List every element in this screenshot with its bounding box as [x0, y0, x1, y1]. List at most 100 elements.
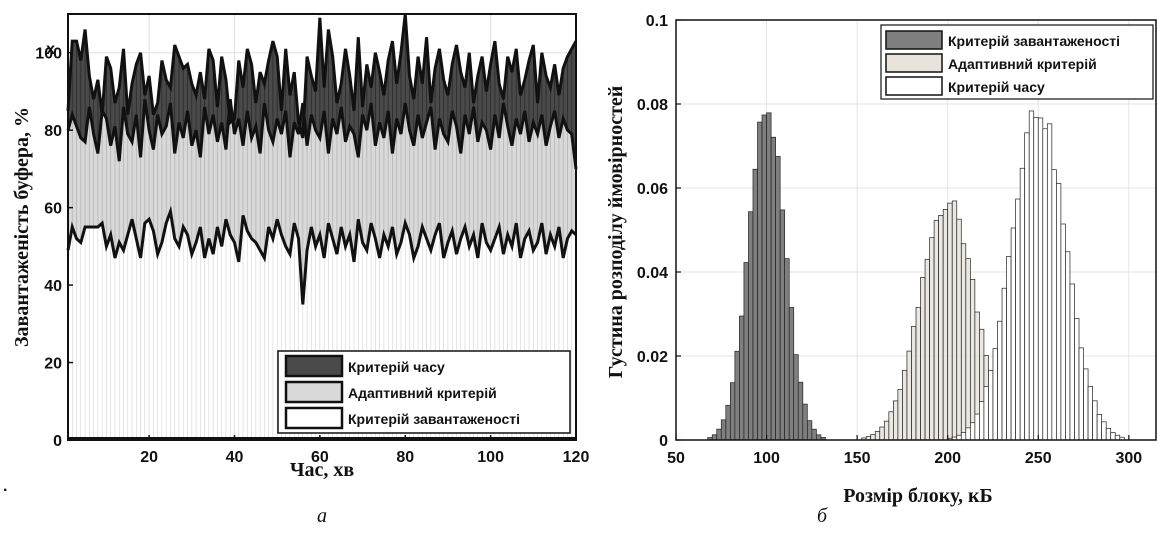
panel-label-a: а [317, 505, 327, 527]
y-tick-label: 0.08 [637, 97, 668, 114]
line-time-upper [66, 13, 578, 139]
histogram-bar [766, 112, 772, 441]
x-tick-label: 200 [934, 450, 961, 467]
histogram-bar [911, 326, 917, 441]
histogram-bar [951, 200, 958, 441]
chart-a-legend: Критерій часу Адаптивний критерій Критер… [277, 350, 571, 434]
histogram-bar [1087, 385, 1093, 441]
y-tick-label: 0.04 [637, 265, 668, 282]
histogram-bar [960, 432, 967, 441]
x-tick-label: 150 [844, 450, 871, 467]
histogram-bar [775, 156, 781, 441]
histogram-bar [942, 209, 949, 441]
histogram-bar [729, 382, 736, 441]
chart-a-legend-label-adaptive: Адаптивний критерій [348, 385, 497, 401]
y-tick-label: 20 [44, 356, 62, 373]
histogram-bar [902, 369, 908, 441]
histogram-bar [1042, 128, 1048, 441]
histogram-bar [1083, 368, 1089, 441]
chart-a-x-axis-label: Час, хв [290, 459, 355, 481]
chart-b-legend-label-adaptive: Адаптивний критерій [948, 56, 1097, 72]
histogram-bar [992, 348, 998, 441]
chart-b-legend: Критерій завантаженості Адаптивний крите… [880, 24, 1154, 100]
chart-b-y-axis-label: Густина розподілу ймовірностей [605, 86, 627, 379]
y-tick-label: 0 [659, 433, 668, 450]
series-0 [707, 112, 826, 441]
histogram-bar [1105, 427, 1112, 441]
x-tick-label: 120 [563, 449, 590, 466]
histogram-bar [711, 434, 718, 441]
histogram-bar [988, 369, 994, 441]
chart-b: 50 100 150 200 250 300 0 0.02 0.04 0.06 0.08 0.1 Ро… [605, 13, 1157, 527]
histogram-bar [938, 215, 944, 441]
histogram-bar [983, 386, 989, 441]
x-tick-label: 50 [667, 450, 685, 467]
legend-swatch-time [284, 354, 344, 378]
histogram-bar [1037, 117, 1044, 441]
x-tick-label: 250 [1025, 450, 1052, 467]
chart-a-legend-label-load: Критерій завантаженості [348, 411, 520, 427]
histogram-bar [788, 307, 795, 441]
area-adaptive [68, 99, 576, 305]
stray-mark: . [3, 478, 7, 495]
histogram-bar [1060, 223, 1066, 441]
histogram-bar [965, 427, 971, 441]
histogram-bar [960, 243, 967, 441]
histogram-bar [1015, 198, 1021, 441]
histogram-bar [716, 428, 722, 441]
histogram-bar [906, 350, 912, 441]
histogram-bar [797, 381, 804, 441]
histogram-bar [757, 121, 763, 441]
histogram-bar [947, 202, 953, 441]
chart-b-bars [707, 110, 1125, 441]
histogram-bar [793, 354, 799, 441]
histogram-bar [1101, 421, 1107, 441]
histogram-bar [969, 422, 976, 441]
legend-swatch-adaptive-b [885, 53, 943, 73]
histogram-bar [883, 420, 890, 441]
legend-swatch-load-b [885, 30, 943, 50]
histogram-bar [1092, 400, 1098, 441]
histogram-bar [1028, 110, 1035, 441]
histogram-bar [734, 350, 740, 441]
histogram-bar [802, 403, 808, 441]
histogram-bar [1046, 123, 1053, 441]
line-load-upper [66, 205, 578, 305]
series-2 [947, 110, 1125, 441]
x-tick-label: 100 [753, 450, 780, 467]
histogram-bar [1110, 432, 1116, 441]
chart-b-legend-label-time: Критерій часу [948, 79, 1045, 95]
chart-b-ticks: 50 100 150 200 250 300 0 0.02 0.04 0.06 0.08 0.1 [637, 13, 1142, 467]
histogram-bar [1069, 283, 1075, 441]
y-tick-label: 100 [35, 46, 62, 63]
legend-swatch-load [284, 406, 344, 430]
x-tick-label: 300 [1115, 450, 1142, 467]
histogram-bar [743, 262, 749, 441]
histogram-bar [920, 277, 926, 441]
chart-a-frame [67, 13, 577, 441]
legend-swatch-time-b [885, 76, 943, 96]
chart-a-top-tick-label: x [46, 41, 55, 58]
x-tick-label: 20 [140, 449, 158, 466]
x-tick-label: 80 [396, 449, 414, 466]
histogram-bar [874, 431, 881, 441]
histogram-bar [1074, 318, 1080, 441]
y-tick-label: 0.02 [637, 349, 668, 366]
histogram-bar [1010, 227, 1016, 441]
histogram-bar [1065, 251, 1071, 441]
histogram-bar [725, 404, 731, 441]
histogram-bar [761, 114, 767, 441]
histogram-bar [897, 389, 903, 441]
y-tick-label: 0.1 [646, 13, 668, 30]
chart-a-y-axis-label: Завантаженість буфера, % [11, 107, 33, 347]
histogram-bar [752, 168, 758, 441]
chart-b-x-axis-label: Розмір блоку, кБ [843, 485, 992, 507]
histogram-bar [969, 278, 976, 441]
y-tick-label: 40 [44, 278, 62, 295]
histogram-bar [1096, 414, 1103, 441]
chart-a-legend-label-time: Критерій часу [348, 359, 445, 375]
histogram-bar [965, 258, 971, 441]
histogram-bar [806, 420, 813, 441]
x-tick-label: 100 [477, 449, 504, 466]
histogram-bar [915, 306, 921, 441]
